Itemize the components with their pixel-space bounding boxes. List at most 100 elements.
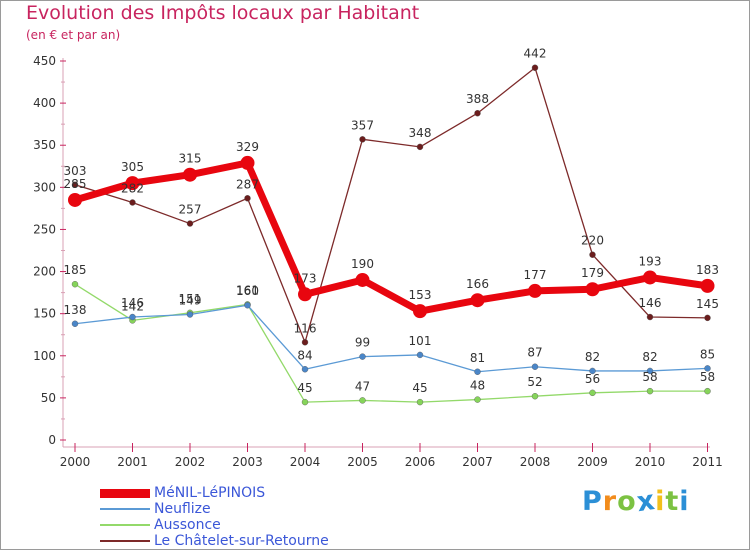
y-tick-label: 200 — [33, 265, 56, 279]
data-point — [589, 389, 596, 397]
data-point — [704, 314, 711, 322]
data-label: 153 — [409, 288, 432, 302]
data-point — [359, 136, 366, 143]
data-point — [71, 181, 79, 189]
data-point — [531, 64, 539, 71]
proxiti-logo: Proxiti — [582, 484, 690, 519]
data-point — [71, 280, 79, 288]
logo-letter: r — [602, 486, 618, 517]
logo-letter: x — [634, 484, 658, 519]
data-label: 166 — [466, 277, 489, 291]
data-label: 179 — [581, 266, 604, 280]
data-label: 282 — [121, 181, 144, 195]
data-label: 138 — [64, 303, 87, 317]
data-label: 146 — [639, 296, 662, 310]
data-label: 442 — [524, 47, 547, 61]
x-tick-label: 2000 — [60, 455, 91, 469]
x-tick-label: 2005 — [347, 455, 378, 469]
data-label: 287 — [236, 177, 259, 191]
data-point — [186, 311, 194, 318]
data-label: 183 — [696, 263, 719, 277]
y-tick-label: 250 — [33, 222, 56, 236]
data-point — [474, 110, 481, 117]
data-point — [416, 143, 424, 151]
data-point — [416, 351, 424, 359]
data-label: 45 — [412, 381, 427, 395]
logo-letter: i — [679, 486, 690, 517]
data-point — [643, 270, 657, 285]
x-tick-label: 2004 — [290, 455, 321, 469]
data-label: 220 — [581, 234, 604, 248]
data-label: 285 — [64, 177, 87, 191]
y-tick-label: 350 — [33, 138, 56, 152]
x-tick-label: 2009 — [577, 455, 608, 469]
data-label: 190 — [351, 257, 374, 271]
x-tick-label: 2010 — [635, 455, 666, 469]
data-label: 45 — [297, 381, 312, 395]
axes: 0 50 100 150 200 250 300 350 400 450 2000 2001 2002 2… — [33, 54, 723, 469]
x-tick-label: 2007 — [462, 455, 493, 469]
data-label: 305 — [121, 160, 144, 174]
data-label: 101 — [409, 334, 432, 348]
data-label: 84 — [297, 348, 312, 362]
data-point — [700, 278, 715, 293]
y-tick-label: 450 — [33, 54, 56, 68]
data-point — [528, 283, 542, 298]
data-label: 149 — [179, 294, 202, 308]
legend-swatch — [100, 508, 150, 510]
legend-label: Le Châtelet-sur-Retourne — [154, 533, 329, 549]
data-point — [125, 176, 140, 191]
data-point — [474, 368, 481, 375]
data-label: 315 — [179, 152, 202, 166]
data-label: 116 — [294, 321, 317, 335]
data-label: 173 — [294, 271, 317, 285]
data-point — [301, 398, 309, 406]
series-line — [74, 283, 709, 403]
data-labels: 285 305 315 329 173 190 153 166 177 179 193 183 138 1… — [64, 47, 719, 395]
data-label: 58 — [642, 370, 657, 384]
data-label: 52 — [527, 375, 542, 389]
data-point — [416, 398, 424, 406]
data-point — [301, 339, 309, 346]
data-point — [298, 287, 312, 302]
legend-swatch — [100, 489, 150, 498]
y-tick-label: 300 — [33, 180, 56, 194]
data-label: 257 — [179, 203, 202, 217]
data-label: 388 — [466, 92, 489, 106]
series-lines — [71, 67, 711, 403]
logo-letter: i — [655, 486, 666, 517]
data-label: 357 — [351, 118, 374, 132]
data-point — [474, 396, 481, 403]
x-tick-label: 2002 — [175, 455, 206, 469]
data-point — [585, 282, 600, 297]
y-tick-label: 50 — [41, 391, 56, 405]
data-point — [244, 195, 251, 202]
data-point — [359, 397, 366, 404]
data-point — [355, 272, 370, 287]
data-label: 142 — [121, 299, 144, 313]
x-tick-label: 2011 — [692, 455, 723, 469]
x-tick-label: 2006 — [405, 455, 436, 469]
data-point — [413, 304, 427, 319]
logo-letter: t — [665, 486, 680, 517]
data-point — [589, 367, 596, 375]
logo-letter: o — [617, 486, 637, 517]
x-tick-label: 2003 — [232, 455, 263, 469]
y-tick-label: 150 — [33, 307, 56, 321]
data-label: 185 — [64, 263, 87, 277]
series-line — [74, 304, 709, 373]
data-label: 82 — [585, 350, 600, 364]
legend-label: Neuflize — [154, 501, 211, 517]
data-label: 348 — [409, 126, 432, 140]
data-label: 82 — [642, 350, 657, 364]
data-point — [704, 365, 711, 372]
data-point — [244, 302, 251, 309]
data-point — [531, 363, 539, 370]
logo-letter: P — [582, 486, 603, 517]
data-point — [359, 353, 366, 360]
data-label: 87 — [527, 346, 542, 360]
series-line — [74, 67, 709, 343]
data-label: 193 — [639, 254, 662, 268]
data-point — [68, 192, 82, 207]
